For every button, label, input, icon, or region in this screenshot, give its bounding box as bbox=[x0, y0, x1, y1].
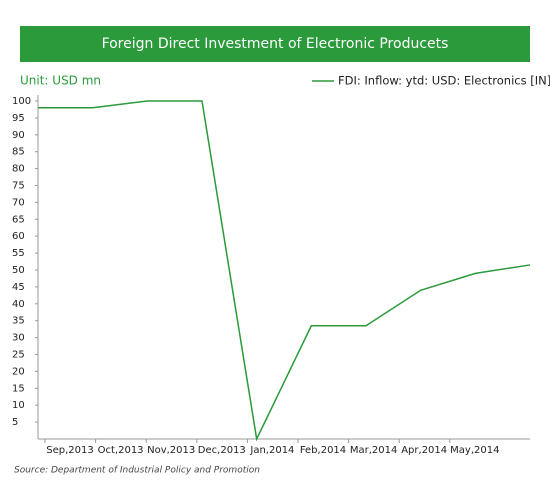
x-tick-label: Feb,2014 bbox=[300, 445, 346, 456]
y-tick-label: 70 bbox=[12, 197, 25, 208]
x-tick-label: Jan,2014 bbox=[249, 445, 294, 456]
y-tick-label: 85 bbox=[12, 147, 25, 158]
y-tick-label: 10 bbox=[12, 400, 25, 411]
x-tick-label: Oct,2013 bbox=[98, 445, 144, 456]
y-tick-label: 30 bbox=[12, 333, 25, 344]
y-tick-label: 35 bbox=[12, 316, 25, 327]
y-tick-label: 50 bbox=[12, 265, 25, 276]
data-line bbox=[38, 100, 531, 442]
y-tick-label: 100 bbox=[12, 96, 31, 107]
x-tick-label: Mar,2014 bbox=[350, 445, 398, 456]
source: Source: Department of Industrial Policy … bbox=[14, 466, 260, 476]
y-tick-label: 25 bbox=[12, 350, 25, 361]
y-tick-label: 55 bbox=[12, 248, 25, 259]
title-bar bbox=[20, 26, 530, 62]
y-tick-label: 95 bbox=[12, 113, 25, 124]
y-tick-label: 65 bbox=[12, 214, 25, 225]
x-tick-label: May,2014 bbox=[450, 445, 499, 456]
unit-label: Unit: USD mn bbox=[20, 74, 101, 88]
y-tick-label: 60 bbox=[12, 231, 25, 242]
x-tick-label: Nov,2013 bbox=[147, 445, 195, 456]
x-tick-label: Sep,2013 bbox=[46, 445, 93, 456]
legend-label: FDI: Inflow: ytd: USD: Electronics [IN] bbox=[338, 74, 550, 88]
x-tick-label: Dec,2013 bbox=[198, 445, 246, 456]
chart-title: Foreign Direct Investment of Electronic … bbox=[102, 36, 449, 52]
y-tick-label: 40 bbox=[12, 299, 25, 310]
y-tick-label: 5 bbox=[12, 417, 18, 428]
y-tick-label: 90 bbox=[12, 130, 25, 141]
x-tick-label: Apr,2014 bbox=[401, 445, 447, 456]
y-tick-label: 20 bbox=[12, 366, 25, 377]
y-tick-label: 75 bbox=[12, 181, 25, 192]
y-tick-label: 45 bbox=[12, 282, 25, 293]
y-tick-label: 15 bbox=[12, 383, 25, 394]
y-tick-label: 80 bbox=[12, 164, 25, 175]
